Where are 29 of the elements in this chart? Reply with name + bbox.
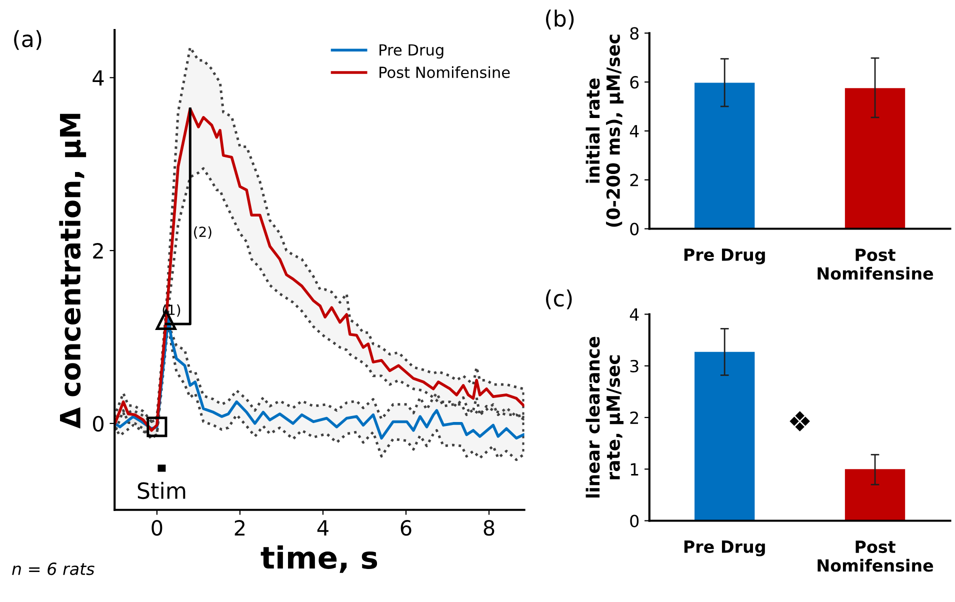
x-tick-label: 8 <box>484 520 494 536</box>
y-axis-title: initial rate (0-200 ms), μM/sec <box>586 34 624 227</box>
x-tick-label: 4 <box>317 520 328 536</box>
legend-label: Pre Drug <box>380 44 444 59</box>
y-tick-label: 4 <box>630 125 639 138</box>
y-tick-label: 0 <box>630 222 639 236</box>
y-tick-label: 6 <box>630 76 639 89</box>
x-tick-label: 2 <box>234 520 244 536</box>
y-tick-label: 1 <box>630 463 638 476</box>
annotation: ❖ <box>790 411 810 432</box>
x-tick-label: 0 <box>152 520 162 536</box>
chart-title: (a) <box>14 30 42 50</box>
annotation: (2) <box>194 226 212 239</box>
y-tick-label: 4 <box>630 308 639 321</box>
y-tick-label: 3 <box>630 360 638 372</box>
y-tick-label: 2 <box>630 411 638 424</box>
y-tick-label: 2 <box>630 174 638 186</box>
y-tick-label: 0 <box>92 416 104 432</box>
legend-label: Post Nomifensine <box>380 66 510 78</box>
y-tick-label: 8 <box>630 27 639 40</box>
chart-title: (b) <box>546 10 574 30</box>
chart-title: (c) <box>546 289 572 310</box>
annotation: Stim <box>138 482 186 500</box>
y-axis-title: linear clearance rate, μM/sec <box>586 336 624 498</box>
x-tick-label: 6 <box>400 520 412 536</box>
y-axis-title: Δ concentration, μM <box>59 114 86 428</box>
y-tick-label: 4 <box>92 70 104 86</box>
x-axis-title: time, s <box>260 545 378 573</box>
text: n = 6 rats <box>12 562 94 576</box>
